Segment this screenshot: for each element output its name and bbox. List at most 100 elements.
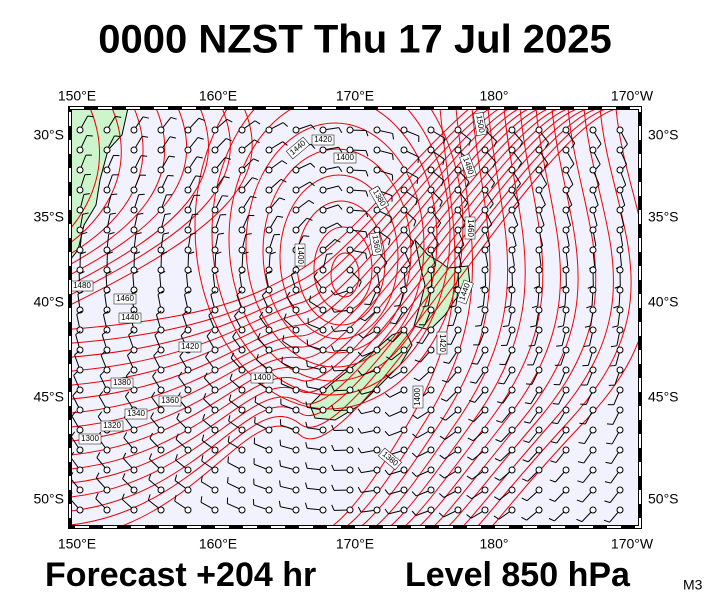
barb-flag [331, 365, 335, 372]
barb-station [454, 506, 462, 514]
barb-flag [506, 285, 513, 289]
contour-label: 1300 [78, 433, 102, 445]
barb-station [346, 146, 354, 154]
barb-flag [282, 141, 288, 146]
barb-flag [308, 295, 312, 302]
barb-flag [357, 427, 362, 434]
barb-flag [277, 215, 284, 218]
barb-flag [610, 345, 617, 348]
barb-station [76, 326, 84, 334]
contour-label: 1460 [113, 293, 137, 305]
barb-station [454, 466, 462, 474]
barb-station [157, 506, 165, 514]
barb-station [616, 286, 624, 294]
lon-label: 150°E [58, 536, 96, 552]
barb-flag [390, 217, 392, 224]
barb-station [454, 246, 462, 254]
barb-station [238, 306, 246, 314]
barb-station [562, 386, 570, 394]
barb-station [265, 386, 273, 394]
barb-flag [142, 135, 149, 138]
barb-station [319, 286, 327, 294]
barb-station [157, 346, 165, 354]
barb-station [535, 246, 543, 254]
barb-station [400, 426, 408, 434]
lon-label: 160°E [199, 536, 237, 552]
barb-flag [338, 185, 343, 192]
barb-station [265, 466, 273, 474]
contour-label-box [464, 216, 476, 240]
barb-station [211, 366, 219, 374]
barb-station [400, 266, 408, 274]
barb-flag [576, 499, 583, 503]
lat-label: 45°S [648, 389, 679, 405]
barb-flag [384, 489, 389, 495]
barb-station [589, 506, 597, 514]
barb-flag [357, 486, 362, 493]
contour-label-box [311, 134, 335, 146]
barb-flag [283, 313, 287, 320]
barb-station [130, 166, 138, 174]
contour-label-box [368, 232, 384, 256]
barb-flag [604, 481, 611, 484]
barb-station [454, 346, 462, 354]
barb-station [184, 126, 192, 134]
barb-station [400, 226, 408, 234]
barb-station [346, 186, 354, 194]
contour [432, 108, 579, 527]
contour [245, 122, 425, 368]
barb-station [481, 386, 489, 394]
barb-flag [357, 351, 363, 357]
barb-station [319, 146, 327, 154]
barb-station [400, 386, 408, 394]
barb-station [211, 126, 219, 134]
barb-station [76, 506, 84, 514]
barb-flag [310, 143, 316, 149]
barb-flag [227, 456, 230, 463]
barb-station [481, 426, 489, 434]
barb-flag [175, 454, 178, 461]
barb-station [103, 386, 111, 394]
barb-station [103, 226, 111, 234]
barb-flag [73, 370, 79, 376]
barb-flag [201, 455, 204, 462]
barb-flag [337, 204, 343, 210]
barb-flag [530, 325, 537, 328]
barb-flag [623, 143, 628, 150]
lon-label: 180° [480, 88, 509, 104]
barb-flag [212, 270, 219, 275]
barb-station [211, 166, 219, 174]
barb-flag [466, 494, 472, 500]
barb-station [76, 146, 84, 154]
barb-flag [127, 350, 132, 356]
barb-station [103, 126, 111, 134]
barb-station [616, 126, 624, 134]
lat-label: 40°S [33, 294, 64, 310]
barb-station [238, 406, 246, 414]
barb-station [76, 266, 84, 274]
barb-station [76, 466, 84, 474]
barb-station [346, 306, 354, 314]
barb-flag [434, 243, 439, 250]
barb-station [589, 206, 597, 214]
barb-station [346, 366, 354, 374]
barb-station [76, 206, 84, 214]
barb-flag [524, 402, 531, 405]
barb-flag [131, 290, 137, 295]
barb-station [427, 406, 435, 414]
barb-flag [306, 360, 308, 367]
barb-station [589, 406, 597, 414]
contour [70, 108, 188, 276]
barb-station [157, 426, 165, 434]
barb-flag [467, 456, 473, 461]
barb-flag [190, 232, 197, 235]
wind-barbs [70, 115, 628, 523]
barb-flag [149, 432, 153, 439]
barb-station [238, 166, 246, 174]
barb-station [319, 306, 327, 314]
barb-flag [522, 459, 529, 463]
barb-station [184, 246, 192, 254]
contour [70, 108, 491, 358]
barb-flag [569, 163, 575, 169]
